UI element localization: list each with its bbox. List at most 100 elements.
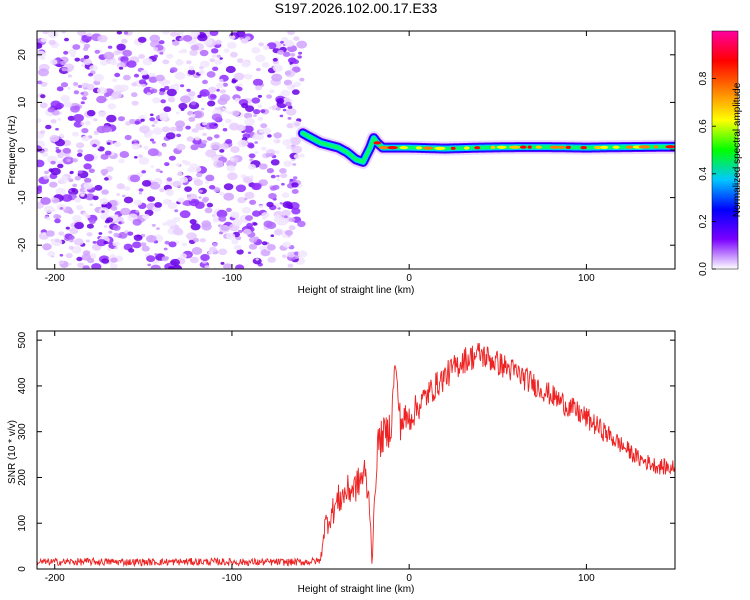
noise-speckle bbox=[201, 220, 212, 228]
noise-speckle bbox=[116, 62, 126, 69]
noise-speckle bbox=[74, 197, 81, 203]
noise-speckle bbox=[141, 170, 146, 174]
noise-speckle bbox=[101, 258, 110, 264]
noise-speckle bbox=[208, 86, 217, 93]
noise-speckle bbox=[40, 197, 51, 205]
snr-axes: -200 -100 0 100 0 100 200 300 400 500 bbox=[17, 331, 675, 584]
noise-speckle bbox=[109, 59, 118, 66]
spectrogram-y-tick-label: -10 bbox=[17, 190, 28, 205]
snr-y-tick-label: 500 bbox=[17, 331, 28, 348]
noise-speckle bbox=[103, 51, 115, 60]
noise-speckle bbox=[275, 107, 281, 111]
noise-speckle bbox=[248, 117, 253, 121]
noise-speckle bbox=[245, 105, 255, 112]
figure-title: S197.2026.102.00.17.E33 bbox=[275, 0, 438, 16]
noise-speckle bbox=[215, 127, 220, 131]
noise-speckle bbox=[118, 231, 128, 239]
noise-speckle bbox=[37, 145, 43, 153]
noise-speckle bbox=[127, 231, 134, 236]
noise-speckle bbox=[271, 73, 283, 82]
noise-speckle bbox=[93, 118, 98, 122]
noise-speckle bbox=[72, 214, 82, 222]
noise-speckle bbox=[124, 134, 132, 141]
noise-speckle bbox=[273, 132, 283, 139]
noise-speckle bbox=[208, 122, 219, 129]
noise-speckle bbox=[169, 126, 177, 132]
noise-speckle bbox=[269, 89, 275, 94]
noise-speckle bbox=[181, 242, 188, 247]
noise-speckle bbox=[255, 54, 266, 63]
noise-speckle bbox=[67, 74, 73, 78]
noise-speckle bbox=[174, 120, 186, 128]
noise-speckle bbox=[73, 90, 80, 95]
noise-speckle bbox=[73, 121, 83, 128]
noise-speckle bbox=[94, 184, 103, 191]
noise-speckle bbox=[62, 147, 71, 154]
noise-speckle bbox=[248, 143, 255, 149]
noise-speckle bbox=[81, 128, 89, 134]
noise-speckle bbox=[107, 103, 117, 110]
noise-speckle bbox=[188, 177, 193, 180]
noise-speckle bbox=[282, 234, 288, 239]
noise-speckle bbox=[109, 263, 118, 269]
signal-hotspot bbox=[434, 146, 446, 150]
noise-speckle bbox=[141, 180, 152, 187]
noise-speckle bbox=[290, 137, 301, 145]
noise-speckle bbox=[197, 94, 202, 98]
noise-speckle bbox=[142, 213, 150, 220]
noise-speckle bbox=[216, 54, 221, 58]
noise-speckle bbox=[251, 182, 262, 191]
noise-speckle bbox=[54, 218, 61, 224]
noise-speckle bbox=[202, 79, 208, 85]
signal-hotspot bbox=[399, 146, 408, 150]
noise-speckle bbox=[270, 159, 280, 166]
noise-speckle bbox=[291, 89, 300, 95]
noise-speckle bbox=[227, 172, 238, 181]
colorbar-tick-label: 0.8 bbox=[698, 71, 709, 85]
noise-speckle bbox=[193, 237, 200, 243]
noise-speckle bbox=[68, 245, 75, 250]
noise-speckle bbox=[58, 231, 65, 236]
noise-speckle bbox=[45, 124, 52, 130]
noise-speckle bbox=[258, 42, 265, 47]
noise-speckle bbox=[201, 198, 209, 203]
noise-speckle bbox=[88, 168, 95, 174]
signal-hotspot bbox=[422, 146, 434, 150]
noise-speckle bbox=[59, 133, 64, 137]
noise-speckle bbox=[219, 224, 230, 233]
noise-speckle bbox=[165, 188, 174, 195]
noise-speckle bbox=[255, 133, 265, 141]
noise-speckle bbox=[68, 235, 75, 240]
noise-speckle bbox=[254, 141, 258, 144]
noise-speckle bbox=[68, 262, 73, 266]
noise-speckle bbox=[133, 199, 143, 206]
noise-speckle bbox=[260, 249, 271, 257]
noise-speckle bbox=[283, 79, 293, 86]
noise-speckle bbox=[150, 165, 154, 168]
noise-speckle bbox=[293, 36, 300, 41]
noise-speckle bbox=[266, 168, 274, 174]
noise-speckle bbox=[42, 152, 49, 157]
noise-speckle bbox=[66, 67, 73, 73]
noise-speckle bbox=[190, 223, 201, 231]
noise-speckle bbox=[204, 265, 210, 269]
noise-speckle bbox=[245, 215, 253, 221]
noise-speckle bbox=[172, 40, 180, 46]
noise-speckle bbox=[37, 94, 40, 98]
noise-speckle bbox=[88, 72, 94, 77]
noise-speckle bbox=[72, 44, 81, 50]
noise-speckle bbox=[190, 144, 199, 151]
noise-speckle bbox=[73, 82, 79, 86]
noise-speckle bbox=[212, 218, 220, 223]
noise-speckle bbox=[262, 45, 270, 51]
signal-hotspot bbox=[463, 146, 470, 150]
noise-speckle bbox=[218, 216, 227, 222]
noise-speckle bbox=[100, 168, 109, 175]
noise-speckle bbox=[74, 222, 84, 230]
noise-speckle bbox=[255, 258, 259, 261]
noise-speckle bbox=[112, 224, 121, 231]
snr-x-tick-label: 0 bbox=[406, 573, 412, 584]
noise-speckle bbox=[162, 59, 170, 65]
noise-speckle bbox=[285, 101, 292, 107]
noise-speckle bbox=[237, 139, 248, 148]
